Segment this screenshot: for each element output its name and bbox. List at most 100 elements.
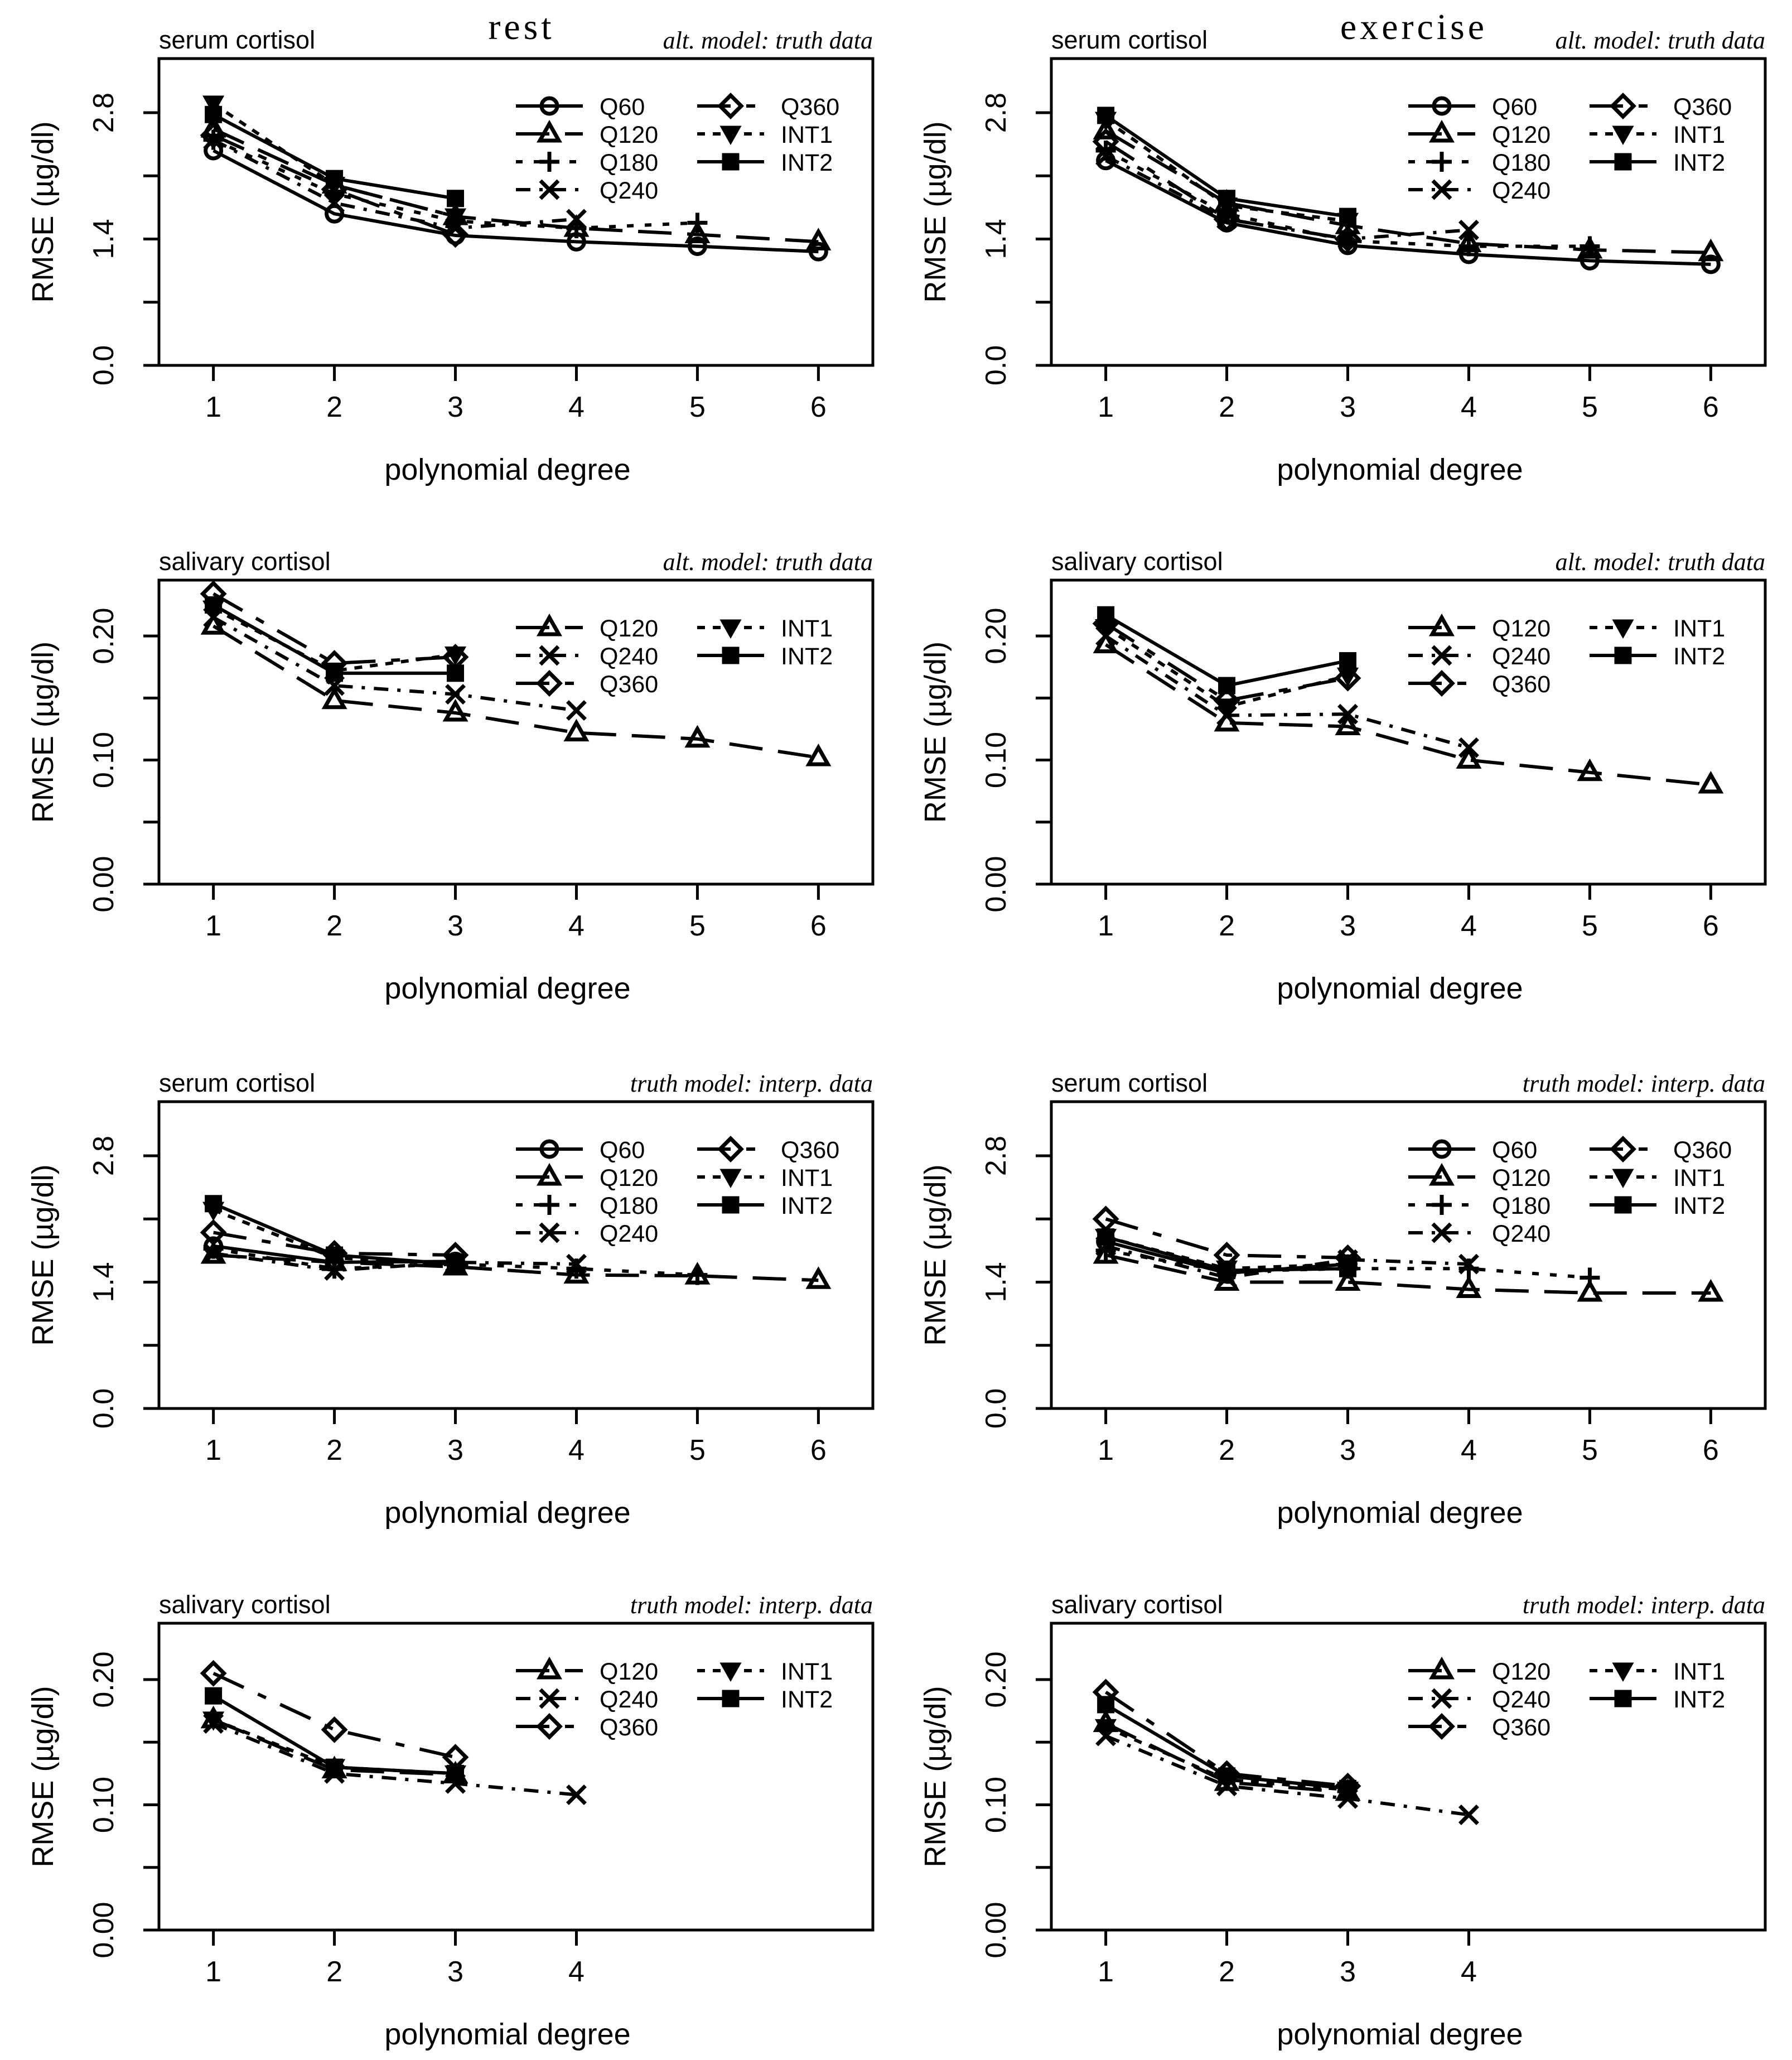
legend-label-q180: Q180 <box>600 149 658 176</box>
data-point-q120 <box>805 228 832 250</box>
x-tick-label: 3 <box>447 910 463 942</box>
legend-label-int2: INT2 <box>781 149 833 176</box>
x-tick-label: 2 <box>1219 910 1235 942</box>
series-line-q360 <box>1104 1690 1348 1788</box>
legend-marker-q60 <box>539 1139 559 1159</box>
data-point-q180 <box>1458 236 1479 257</box>
y-tick-label: 2.8 <box>980 93 1012 133</box>
series-line-q120 <box>1105 1253 1711 1295</box>
y-tick-label: 2.8 <box>88 1136 120 1176</box>
x-tick-label: 1 <box>205 910 221 942</box>
data-point-q120 <box>563 1261 590 1284</box>
x-tick-label: 6 <box>810 910 827 942</box>
legend-label-int1: INT1 <box>1673 122 1725 148</box>
legend-marker-q360 <box>717 1136 744 1162</box>
plot-frame <box>1050 1100 1767 1410</box>
data-point-q180 <box>687 1265 708 1285</box>
series-q240 <box>203 129 587 239</box>
legend-label-q120: Q120 <box>600 615 658 642</box>
data-point-q240 <box>324 192 345 214</box>
legend-marker-q360 <box>1428 1713 1455 1740</box>
data-point-q240 <box>1337 703 1359 725</box>
panel-subtitle: truth model: interp. data <box>1523 1591 1765 1619</box>
x-tick-label: 4 <box>1461 910 1477 942</box>
data-point-int2 <box>1097 1696 1115 1714</box>
series-line-q120 <box>1105 129 1711 254</box>
x-tick-label: 1 <box>1098 1434 1114 1466</box>
legend-label-q360: Q360 <box>781 94 839 120</box>
series-line-q360 <box>1105 1217 1348 1260</box>
y-tick-label: 0.0 <box>88 1388 120 1429</box>
data-point-q240 <box>203 129 224 151</box>
legend-label-q240: Q240 <box>1492 643 1551 670</box>
y-tick-label: 1.4 <box>980 219 1012 259</box>
data-point-int1 <box>444 646 467 666</box>
x-tick-label: 4 <box>1461 1434 1477 1466</box>
x-tick-label: 4 <box>568 1956 585 1988</box>
series-int2 <box>1097 107 1357 225</box>
data-point-int1 <box>1216 698 1238 718</box>
y-tick-label: 0.0 <box>88 345 120 385</box>
x-tick-label: 3 <box>447 1434 463 1466</box>
data-point-int2 <box>205 1195 223 1213</box>
x-tick-label: 2 <box>326 910 342 942</box>
y-tick-label: 0.10 <box>980 1777 1012 1833</box>
data-point-int1 <box>202 1711 225 1731</box>
data-point-q120 <box>1577 758 1603 781</box>
x-tick-label: 6 <box>810 1434 827 1466</box>
data-point-q240 <box>566 1253 587 1275</box>
legend-label-q60: Q60 <box>1492 1137 1537 1164</box>
legend-label-q120: Q120 <box>600 122 658 148</box>
legend-label-int2: INT2 <box>1673 1193 1725 1219</box>
x-tick-label: 5 <box>1582 391 1598 423</box>
series-line-q240 <box>212 616 577 712</box>
series-line-q120 <box>213 1253 819 1282</box>
legend-marker-int1 <box>1612 619 1634 639</box>
legend-label-q240: Q240 <box>1492 1220 1551 1247</box>
legend-label-q240: Q240 <box>600 177 658 204</box>
legend-label-int2: INT2 <box>1673 149 1725 176</box>
legend-label-q360: Q360 <box>781 1137 839 1164</box>
legend-marker-int2 <box>722 1196 740 1214</box>
data-point-q120 <box>1698 238 1724 262</box>
legend-label-q180: Q180 <box>1492 1193 1551 1219</box>
legend-marker-int2 <box>722 153 740 171</box>
y-tick-label: 0.20 <box>88 1651 120 1707</box>
y-axis-label: RMSE (µg/dl) <box>26 641 60 823</box>
data-point-q120 <box>442 698 468 722</box>
x-tick-label: 5 <box>689 1434 706 1466</box>
data-point-q360 <box>200 1219 227 1246</box>
series-line-q60 <box>212 149 819 254</box>
legend-marker-q180 <box>1432 152 1452 172</box>
data-point-q180 <box>1580 1267 1600 1288</box>
legend-marker-q120 <box>536 613 563 636</box>
legend-label-q120: Q120 <box>600 1165 658 1191</box>
x-tick-label: 4 <box>1461 391 1477 423</box>
legend-label-q60: Q60 <box>600 1137 645 1164</box>
plot-frame <box>157 578 875 886</box>
series-line-q360 <box>1105 622 1349 702</box>
x-tick-label: 5 <box>1582 1434 1598 1466</box>
x-axis-label: polynomial degree <box>384 2018 630 2051</box>
data-point-int2 <box>1339 208 1357 225</box>
legend-marker-q60 <box>539 96 559 116</box>
legend-label-q120: Q120 <box>1492 615 1551 642</box>
data-point-q360 <box>1092 128 1119 155</box>
panel-8: salivary cortisol truth model: interp. da… <box>919 1590 1767 2051</box>
x-tick-label: 4 <box>568 391 585 423</box>
legend-marker-q120 <box>1428 1162 1455 1186</box>
x-tick-label: 4 <box>1461 1956 1477 1988</box>
legend-marker-int2 <box>1614 647 1632 664</box>
panel-subtitle: truth model: interp. data <box>630 1591 873 1619</box>
x-tick-label: 2 <box>1219 391 1235 423</box>
series-line-q120 <box>1105 1721 1348 1794</box>
x-tick-label: 1 <box>205 1956 221 1988</box>
legend-label-int2: INT2 <box>781 1686 833 1713</box>
y-axis-label: RMSE (µg/dl) <box>919 1164 952 1345</box>
y-tick-label: 2.8 <box>88 93 120 133</box>
legend-marker-q180 <box>539 1195 559 1215</box>
panel-title: serum cortisol <box>1051 1069 1207 1097</box>
panel-subtitle: alt. model: truth data <box>1556 27 1765 54</box>
